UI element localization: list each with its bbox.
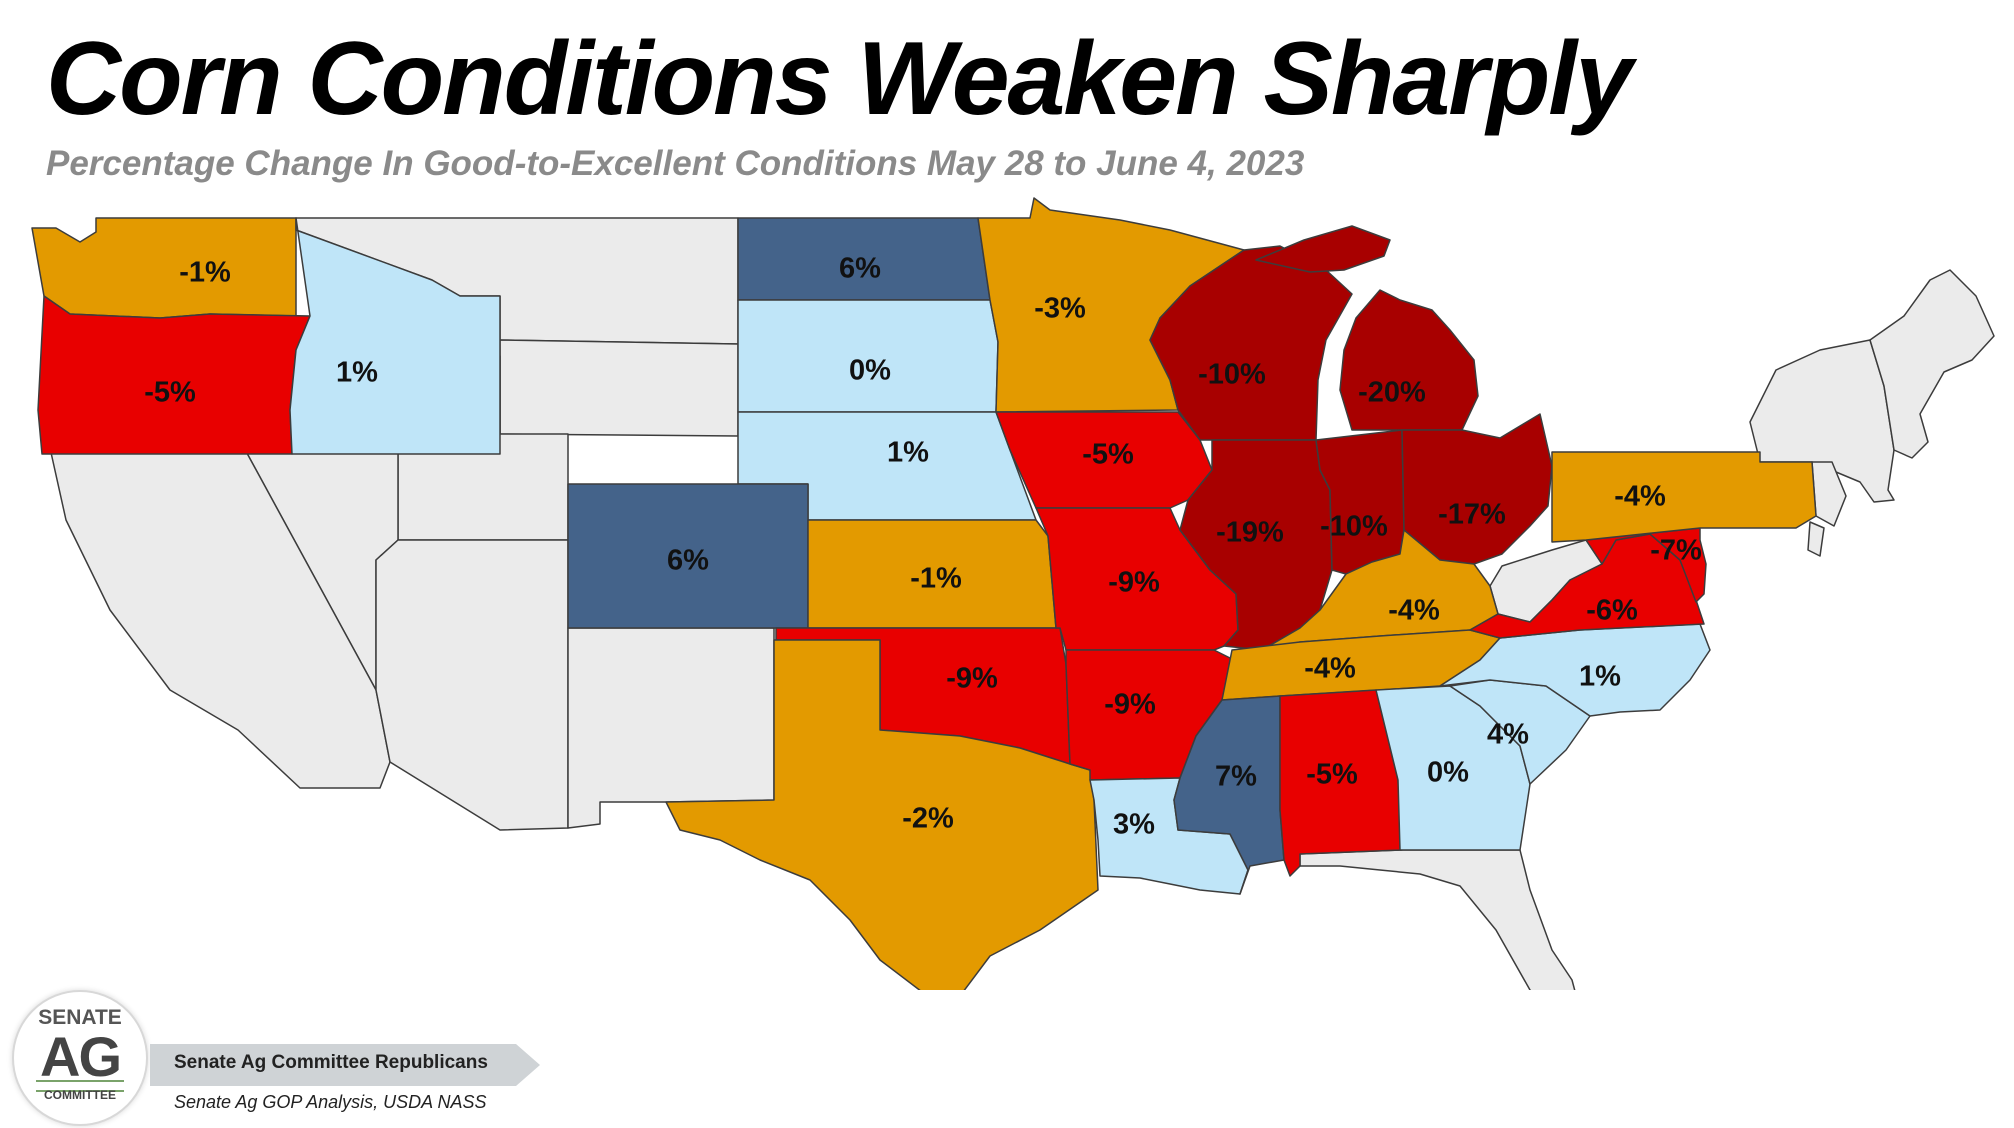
logo-field-lines [36, 1080, 124, 1092]
state-label-in: -10% [1320, 511, 1388, 543]
state-label-wi: -10% [1198, 359, 1266, 391]
state-label-mo: -9% [1108, 567, 1160, 599]
logo-mid-text: AG [40, 1025, 122, 1088]
state-label-va: -6% [1586, 595, 1638, 627]
state-texas [665, 639, 1099, 990]
state-label-tn: -4% [1304, 653, 1356, 685]
state-label-ky: -4% [1388, 595, 1440, 627]
state-label-ia: -5% [1082, 439, 1134, 471]
state-ohio [1401, 413, 1553, 565]
state-label-co: 6% [667, 545, 709, 577]
logo-top-text: SENATE [38, 1006, 122, 1029]
state-label-nd: 6% [839, 253, 881, 285]
state-label-la: 3% [1113, 809, 1155, 841]
state-label-or: -5% [144, 377, 196, 409]
footer-banner [150, 1044, 540, 1086]
state-label-mn: -3% [1034, 293, 1086, 325]
state-label-ne: 1% [887, 437, 929, 469]
state-label-pa: -4% [1614, 481, 1666, 513]
state-label-ga: 0% [1427, 757, 1469, 789]
state-label-md: -7% [1650, 535, 1702, 567]
state-arizona [375, 539, 569, 831]
state-value-labels: -1% -5% 1% 6% 0% 1% 6% -1% -9% -2% -3% -5% -9% -9% 3% -… [144, 253, 1702, 841]
state-pennsylvania [1551, 451, 1817, 543]
state-label-wa: -1% [179, 257, 231, 289]
state-oregon [37, 295, 311, 455]
state-wyoming [499, 339, 739, 437]
state-maryland [1585, 527, 1707, 603]
state-label-il: -19% [1216, 517, 1284, 549]
state-label-tx: -2% [902, 803, 954, 835]
state-label-id: 1% [336, 357, 378, 389]
state-label-mi: -20% [1358, 377, 1426, 409]
state-washington [31, 217, 297, 319]
page-subtitle: Percentage Change In Good-to-Excellent C… [46, 144, 1305, 183]
us-state-map: -1% -5% 1% 6% 0% 1% 6% -1% -9% -2% -3% -5% -9% -9% 3% -… [31, 197, 1995, 990]
state-label-ms: 7% [1215, 761, 1257, 793]
footer-organization: Senate Ag Committee Republicans [174, 1052, 488, 1073]
senate-ag-logo: SENATE AG COMMITTEE [12, 990, 148, 1126]
state-new-mexico [567, 627, 775, 829]
state-wisconsin [1149, 245, 1353, 441]
state-label-nc: 1% [1579, 661, 1621, 693]
state-delaware [1807, 521, 1825, 557]
state-idaho [289, 217, 501, 455]
state-michigan [1255, 225, 1479, 431]
logo-bottom-text: COMMITTEE [44, 1088, 116, 1102]
footer-source: Senate Ag GOP Analysis, USDA NASS [174, 1092, 487, 1112]
state-label-oh: -17% [1438, 499, 1506, 531]
state-label-ok: -9% [946, 663, 998, 695]
state-florida [1299, 849, 1576, 990]
state-label-al: -5% [1306, 759, 1358, 791]
state-california [41, 355, 391, 789]
state-label-sd: 0% [849, 355, 891, 387]
state-label-ks: -1% [910, 563, 962, 595]
page-title: Corn Conditions Weaken Sharply [46, 21, 1633, 137]
state-label-ar: -9% [1104, 689, 1156, 721]
state-new-england [1869, 269, 1995, 459]
state-label-sc: 4% [1487, 719, 1529, 751]
